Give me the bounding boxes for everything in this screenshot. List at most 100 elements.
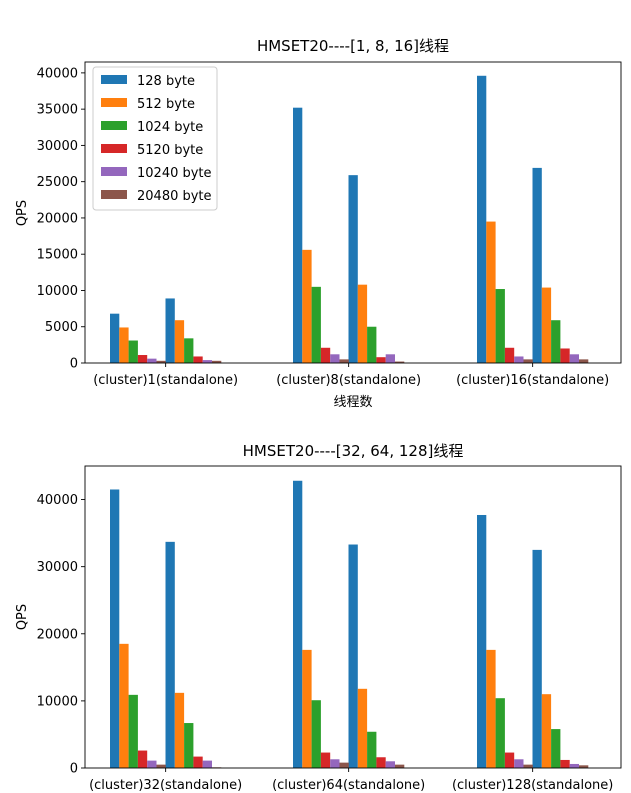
- bar-cluster-3-512-byte: [486, 649, 496, 768]
- x-axis-label: 线程数: [333, 395, 372, 410]
- bar-cluster-2-128-byte: [293, 480, 303, 768]
- chart-title: HMSET20----[1, 8, 16]线程: [257, 37, 449, 55]
- chart-title: HMSET20----[32, 64, 128]线程: [243, 442, 464, 460]
- bar-cluster-1-128-byte: [110, 489, 120, 768]
- y-tick-label: 5000: [45, 320, 78, 335]
- bar-standalone-1-128-byte: [165, 541, 175, 768]
- y-tick-label: 0: [70, 762, 78, 777]
- legend-swatch: [101, 190, 127, 199]
- bar-cluster-3-512-byte: [486, 221, 496, 363]
- y-axis-label: QPS: [15, 604, 30, 630]
- bar-cluster-1-1024-byte: [128, 694, 138, 768]
- y-tick-label: 20000: [37, 211, 78, 226]
- y-tick-label: 10000: [37, 284, 78, 299]
- legend-swatch: [101, 75, 127, 84]
- bar-standalone-3-128-byte: [532, 167, 542, 363]
- x-tick-label: (cluster)64(standalone): [272, 778, 425, 793]
- x-tick-label-standalone: (standalone): [160, 778, 242, 793]
- legend: 128 byte 512 byte 1024 byte 5120 byte 10240 …: [92, 66, 218, 211]
- bar-standalone-2-5120-byte: [376, 757, 386, 768]
- x-tick-label: (cluster)8(standalone): [276, 373, 421, 388]
- bar-standalone-3-10240-byte: [569, 354, 579, 363]
- x-tick-label-standalone: (standalone): [531, 778, 613, 793]
- x-tick-label-standalone: (standalone): [343, 778, 425, 793]
- bar-cluster-2-1024-byte: [311, 286, 321, 363]
- y-tick-label: 35000: [37, 103, 78, 118]
- bar-standalone-3-128-byte: [532, 549, 542, 768]
- bar-cluster-3-5120-byte: [504, 347, 515, 363]
- bar-standalone-1-5120-byte: [193, 356, 203, 363]
- bar-cluster-2-20480-byte: [339, 359, 349, 363]
- x-tick-label-cluster: (cluster)16: [456, 373, 527, 388]
- legend-swatch: [101, 121, 127, 130]
- bar-standalone-2-5120-byte: [376, 357, 386, 363]
- legend-entry: 10240 byte: [137, 166, 212, 181]
- bar-standalone-2-20480-byte: [395, 361, 405, 363]
- bar-standalone-3-1024-byte: [551, 320, 561, 363]
- bar-standalone-1-1024-byte: [184, 723, 194, 768]
- bar-cluster-1-512-byte: [119, 643, 129, 768]
- bar-standalone-2-1024-byte: [367, 326, 377, 363]
- bar-cluster-3-1024-byte: [495, 698, 505, 768]
- bar-cluster-2-512-byte: [302, 249, 312, 363]
- bar-standalone-1-1024-byte: [184, 338, 194, 363]
- bar-standalone-1-5120-byte: [193, 756, 203, 768]
- bar-cluster-3-20480-byte: [523, 359, 533, 363]
- bar-standalone-2-128-byte: [348, 175, 358, 363]
- legend-entry: 5120 byte: [137, 143, 203, 158]
- bar-standalone-3-20480-byte: [579, 765, 589, 768]
- bar-standalone-2-128-byte: [348, 544, 358, 768]
- bar-cluster-3-10240-byte: [514, 356, 524, 363]
- bar-standalone-2-512-byte: [357, 688, 368, 768]
- bar-cluster-2-5120-byte: [320, 347, 331, 363]
- x-tick-label-cluster: (cluster)64: [272, 778, 343, 793]
- bar-standalone-3-5120-byte: [560, 759, 570, 768]
- x-tick-label-cluster: (cluster)1: [93, 373, 156, 388]
- plot-frame: [84, 465, 622, 769]
- legend-swatch: [101, 167, 127, 176]
- legend-entry: 1024 byte: [137, 120, 203, 135]
- bar-standalone-3-512-byte: [541, 694, 552, 768]
- x-tick-label-cluster: (cluster)128: [452, 778, 531, 793]
- bar-cluster-2-128-byte: [293, 107, 303, 363]
- bar-standalone-2-10240-byte: [385, 761, 395, 768]
- x-tick-label: (cluster)1(standalone): [93, 373, 238, 388]
- x-tick-label-standalone: (standalone): [156, 373, 238, 388]
- plot-frame: [84, 61, 622, 364]
- y-tick-label: 15000: [37, 248, 78, 263]
- x-tick-label-standalone: (standalone): [339, 373, 421, 388]
- y-tick-label: 40000: [37, 66, 78, 81]
- bar-cluster-3-1024-byte: [495, 289, 505, 363]
- bar-cluster-1-20480-byte: [156, 764, 166, 768]
- y-axis-label: QPS: [15, 200, 30, 226]
- bar-cluster-2-10240-byte: [330, 759, 340, 768]
- legend-swatch: [101, 98, 127, 107]
- bar-standalone-3-10240-byte: [569, 763, 579, 768]
- bar-cluster-2-512-byte: [302, 649, 312, 768]
- bar-cluster-3-10240-byte: [514, 759, 524, 768]
- x-tick-label-cluster: (cluster)32: [89, 778, 160, 793]
- bar-standalone-2-20480-byte: [395, 764, 405, 768]
- bar-cluster-2-5120-byte: [320, 752, 331, 768]
- bar-cluster-3-128-byte: [477, 75, 487, 363]
- bar-standalone-1-512-byte: [174, 692, 185, 768]
- y-tick-label: 30000: [37, 560, 78, 575]
- y-tick-label: 40000: [37, 493, 78, 508]
- bar-standalone-3-20480-byte: [579, 359, 589, 363]
- bar-standalone-3-5120-byte: [560, 348, 570, 363]
- bar-cluster-1-1024-byte: [128, 340, 138, 363]
- y-tick-label: 20000: [37, 627, 78, 642]
- legend-entry: 512 byte: [137, 97, 195, 112]
- bar-cluster-1-10240-byte: [147, 358, 157, 363]
- legend-entry: 128 byte: [137, 74, 195, 89]
- bar-standalone-1-10240-byte: [202, 360, 212, 363]
- bar-standalone-2-512-byte: [357, 284, 368, 363]
- bar-cluster-2-20480-byte: [339, 762, 349, 768]
- bar-cluster-1-512-byte: [119, 327, 129, 363]
- y-tick-label: 0: [70, 357, 78, 372]
- y-tick-label: 25000: [37, 175, 78, 190]
- x-tick-label-standalone: (standalone): [527, 373, 609, 388]
- bar-cluster-1-20480-byte: [156, 360, 166, 363]
- y-tick-label: 10000: [37, 694, 78, 709]
